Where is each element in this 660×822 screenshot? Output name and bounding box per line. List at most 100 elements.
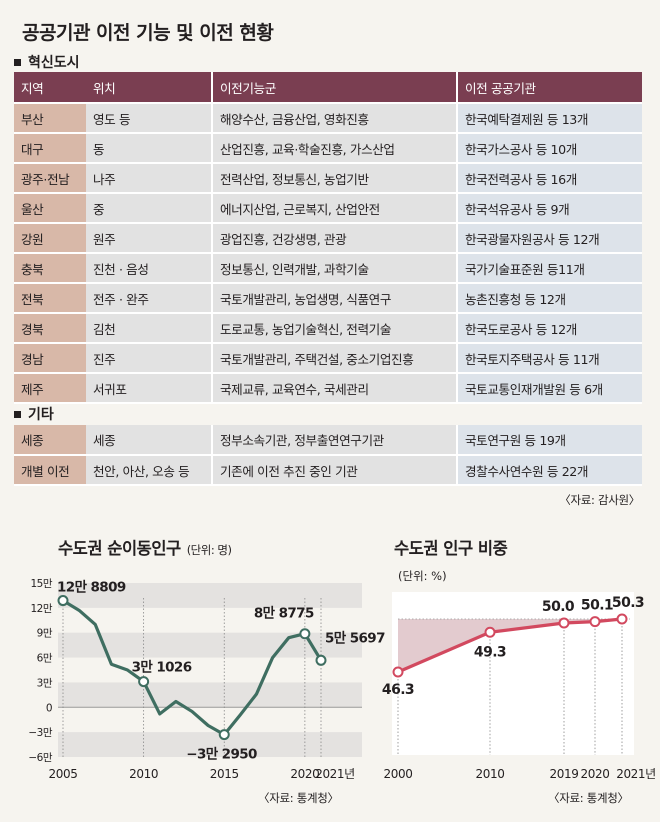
bullet-square-icon <box>14 410 21 418</box>
table-row: 경북 김천 도로교통, 농업기술혁신, 전력기술 한국도로공사 등 12개 <box>14 313 642 344</box>
cell-agency: 국가기술표준원 등11개 <box>456 253 642 284</box>
data-point-marker <box>218 729 230 741</box>
cell-region: 강원 <box>14 223 86 254</box>
table-header-row: 지역 위치 이전기능군 이전 공공기관 <box>14 72 642 104</box>
header-agency: 이전 공공기관 <box>456 72 642 104</box>
chart-title-text: 수도권 순이동인구 <box>58 539 181 558</box>
cell-function: 도로교통, 농업기술혁신, 전력기술 <box>211 313 457 344</box>
data-label: 49.3 <box>474 644 506 660</box>
cell-location: 나주 <box>86 163 212 194</box>
x-tick-label: 2000 <box>384 767 413 781</box>
data-point-marker <box>616 613 628 625</box>
cell-location: 진주 <box>86 343 212 374</box>
cell-agency: 한국가스공사 등 10개 <box>456 133 642 164</box>
cell-agency: 한국전력공사 등 16개 <box>456 163 642 194</box>
right-chart-title: 수도권 인구 비중 <box>394 535 508 559</box>
cell-region: 울산 <box>14 193 86 224</box>
cell-agency: 국토연구원 등 19개 <box>456 425 642 456</box>
cell-region: 개별 이전 <box>14 455 86 486</box>
table-row: 울산 중 에너지산업, 근로복지, 산업안전 한국석유공사 등 9개 <box>14 193 642 224</box>
x-tick-label: 2015 <box>210 767 239 781</box>
other-table: 세종 세종 정부소속기관, 정부출연연구기관 국토연구원 등 19개 개별 이전 천안, … <box>14 425 642 486</box>
cell-location: 천안, 아산, 오송 등 <box>86 455 212 486</box>
data-label: 8만 8775 <box>254 606 314 622</box>
data-point-marker <box>299 628 311 640</box>
cell-function: 에너지산업, 근로복지, 산업안전 <box>211 193 457 224</box>
x-tick-label: 2020 <box>290 767 319 781</box>
x-tick-label: 2005 <box>49 767 78 781</box>
cell-location: 진천 · 음성 <box>86 253 212 284</box>
data-label: 3만 1026 <box>132 660 192 676</box>
right-chart-unit: (단위: %) <box>398 569 447 583</box>
cell-region: 세종 <box>14 425 86 456</box>
cell-function: 전력산업, 정보통신, 농업기반 <box>211 163 457 194</box>
data-label: 50.3 <box>612 595 644 611</box>
table-row: 세종 세종 정부소속기관, 정부출연연구기관 국토연구원 등 19개 <box>14 425 642 456</box>
data-point-marker <box>315 654 327 666</box>
table-row: 경남 진주 국토개발관리, 주택건설, 중소기업진흥 한국토지주택공사 등 11개 <box>14 343 642 374</box>
cell-location: 원주 <box>86 223 212 254</box>
data-point-marker <box>484 626 496 638</box>
section-innovation-city: 혁신도시 <box>14 52 80 72</box>
data-point-marker <box>57 595 69 607</box>
cell-region: 충북 <box>14 253 86 284</box>
x-tick-label: 2020 <box>581 767 610 781</box>
cell-region: 전북 <box>14 283 86 314</box>
series-line <box>61 598 323 737</box>
cell-function: 광업진흥, 건강생명, 관광 <box>211 223 457 254</box>
cell-function: 해양수산, 금융산업, 영화진흥 <box>211 103 457 134</box>
data-label: 46.3 <box>382 682 414 698</box>
y-tick-label: −3만 <box>28 727 52 739</box>
table-row: 광주·전남 나주 전력산업, 정보통신, 농업기반 한국전력공사 등 16개 <box>14 163 642 194</box>
left-chart-title: 수도권 순이동인구 (단위: 명) <box>58 535 232 559</box>
section-label: 혁신도시 <box>28 55 80 71</box>
cell-region: 제주 <box>14 373 86 404</box>
cell-agency: 한국석유공사 등 9개 <box>456 193 642 224</box>
y-tick-label: 12만 <box>30 603 52 615</box>
x-tick-label: 2010 <box>129 767 158 781</box>
cell-agency: 농촌진흥청 등 12개 <box>456 283 642 314</box>
cell-region: 경남 <box>14 343 86 374</box>
cell-function: 정보통신, 인력개발, 과학기술 <box>211 253 457 284</box>
cell-region: 부산 <box>14 103 86 134</box>
cell-function: 기존에 이전 추진 중인 기관 <box>211 455 457 486</box>
y-tick-label: 15만 <box>30 578 52 590</box>
cell-location: 중 <box>86 193 212 224</box>
left-chart-source: 〈자료: 통계청〉 <box>258 791 339 805</box>
table-row: 제주 서귀포 국제교류, 교육연수, 국세관리 국토교통인재개발원 등 6개 <box>14 373 642 404</box>
x-tick-label: 2010 <box>476 767 505 781</box>
data-label: 50.0 <box>542 599 575 615</box>
bullet-square-icon <box>14 58 21 66</box>
cell-function: 국토개발관리, 주택건설, 중소기업진흥 <box>211 343 457 374</box>
cell-function: 정부소속기관, 정부출연연구기관 <box>211 425 457 456</box>
table-source: 〈자료: 감사원〉 <box>559 493 640 507</box>
data-label: 50.1 <box>581 598 613 614</box>
page-title: 공공기관 이전 기능 및 이전 현황 <box>22 22 274 44</box>
y-tick-label: 9만 <box>37 628 53 640</box>
cell-function: 국제교류, 교육연수, 국세관리 <box>211 373 457 404</box>
y-tick-label: 3만 <box>37 677 53 689</box>
data-label: 12만 8809 <box>57 580 126 596</box>
x-tick-label: 2021년 <box>315 767 355 781</box>
header-location: 위치 <box>86 72 212 104</box>
chart-title-text: 수도권 인구 비중 <box>394 539 508 558</box>
header-function: 이전기능군 <box>211 72 457 104</box>
area-fill <box>398 619 622 672</box>
cell-agency: 한국광물자원공사 등 12개 <box>456 223 642 254</box>
cell-agency: 한국토지주택공사 등 11개 <box>456 343 642 374</box>
table-row: 충북 진천 · 음성 정보통신, 인력개발, 과학기술 국가기술표준원 등11개 <box>14 253 642 284</box>
plot-background <box>392 592 634 755</box>
right-chart-source: 〈자료: 통계청〉 <box>548 791 629 805</box>
innovation-city-table: 지역 위치 이전기능군 이전 공공기관 부산 영도 등 해양수산, 금융산업, 영화… <box>14 72 642 404</box>
cell-location: 세종 <box>86 425 212 456</box>
cell-agency: 경찰수사연수원 등 22개 <box>456 455 642 486</box>
grid-band <box>58 682 362 708</box>
section-label: 기타 <box>28 407 54 423</box>
chart-unit: (단위: 명) <box>186 543 232 557</box>
cell-function: 국토개발관리, 농업생명, 식품연구 <box>211 283 457 314</box>
cell-location: 동 <box>86 133 212 164</box>
data-point-marker <box>392 666 404 678</box>
